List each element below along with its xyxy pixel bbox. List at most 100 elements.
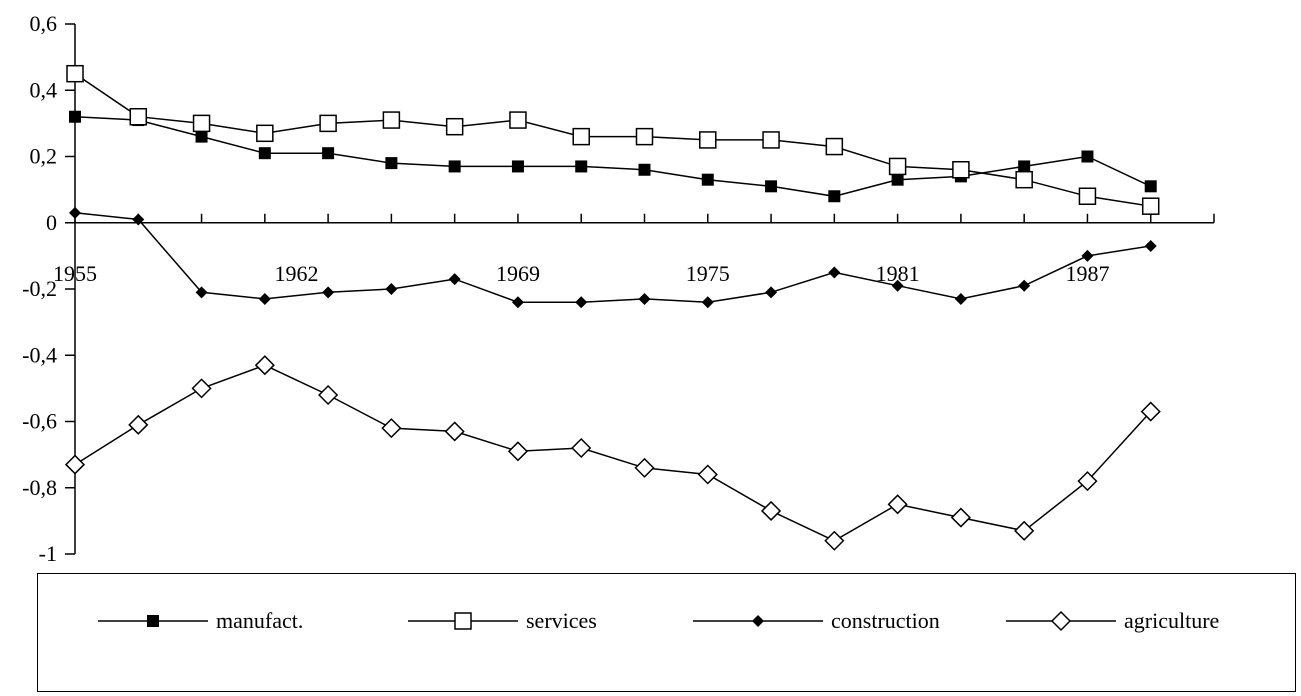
- data-point: [638, 292, 651, 305]
- data-point: [824, 530, 845, 551]
- data-point: [66, 64, 84, 83]
- data-point: [195, 130, 208, 143]
- data-point: [765, 286, 778, 299]
- data-point: [192, 114, 211, 133]
- data-point: [509, 111, 527, 129]
- data-point: [1018, 279, 1031, 292]
- data-point: [701, 173, 714, 186]
- data-point: [635, 127, 654, 146]
- data-point: [507, 441, 529, 462]
- y-tick-label: 0: [46, 210, 57, 235]
- series-services: [66, 64, 1160, 215]
- data-point: [638, 163, 651, 176]
- series-line: [74, 212, 1151, 303]
- data-point: [575, 160, 588, 173]
- y-tick-label: -0,4: [22, 342, 57, 367]
- data-point: [765, 180, 778, 193]
- legend-item-manufact: manufact.: [98, 608, 303, 634]
- y-tick-label: -0,8: [22, 475, 57, 500]
- data-point: [760, 500, 782, 521]
- legend: manufact. services construction agricult…: [37, 573, 1296, 692]
- data-point: [954, 292, 967, 305]
- data-point: [69, 206, 81, 219]
- data-point: [444, 421, 465, 442]
- legend-item-agriculture: agriculture: [1006, 608, 1219, 634]
- data-point: [1015, 170, 1033, 189]
- series-line: [74, 115, 1152, 198]
- data-point: [1077, 471, 1098, 492]
- data-point: [701, 296, 714, 309]
- data-point: [888, 157, 907, 176]
- series-manufact: [69, 110, 1157, 203]
- data-point: [697, 464, 718, 485]
- data-point: [828, 190, 841, 203]
- data-point: [511, 296, 524, 309]
- data-point: [195, 286, 208, 299]
- data-point: [319, 114, 337, 133]
- y-tick-label: -1: [39, 541, 57, 566]
- x-tick-label: 1955: [53, 261, 97, 286]
- data-point: [1018, 160, 1031, 173]
- data-point: [887, 494, 908, 515]
- data-point: [1014, 520, 1035, 541]
- series-construction: [69, 206, 1157, 309]
- x-axis: 1955 1962 1969 1975 1981 1987: [53, 213, 1215, 286]
- data-point: [445, 117, 464, 136]
- data-point: [1078, 187, 1097, 205]
- data-point: [891, 173, 904, 186]
- legend-item-construction: construction: [693, 608, 940, 634]
- data-point: [381, 418, 402, 439]
- data-point: [572, 127, 590, 146]
- data-point: [1144, 180, 1157, 193]
- x-tick-label: 1962: [274, 261, 318, 286]
- data-point: [634, 457, 655, 478]
- data-point: [571, 437, 592, 459]
- data-point: [828, 266, 841, 279]
- x-tick-label: 1987: [1065, 261, 1109, 286]
- data-point: [258, 292, 271, 305]
- data-point: [891, 279, 904, 292]
- data-point: [128, 414, 149, 435]
- data-point: [254, 355, 275, 376]
- data-point: [385, 157, 398, 170]
- series-line: [74, 73, 1151, 207]
- data-point: [448, 273, 461, 286]
- data-point: [382, 111, 401, 129]
- data-point: [385, 283, 398, 295]
- data-point: [699, 131, 717, 149]
- data-point: [258, 147, 271, 160]
- y-tick-label: 0,4: [30, 77, 58, 102]
- data-point: [256, 124, 274, 143]
- y-tick-label: -0,2: [22, 276, 57, 301]
- data-point: [1141, 197, 1160, 215]
- legend-item-services: services: [408, 608, 597, 634]
- data-point: [1081, 249, 1094, 262]
- data-point: [191, 378, 212, 399]
- data-point: [952, 161, 970, 179]
- data-point: [129, 108, 148, 126]
- y-tick-label: 0,6: [30, 11, 58, 36]
- data-point: [825, 137, 844, 156]
- data-point: [322, 286, 335, 299]
- legend-swatch-manufact: [98, 615, 208, 627]
- legend-swatch-construction: [693, 615, 823, 627]
- series-line: [74, 364, 1152, 542]
- data-point: [322, 147, 335, 160]
- legend-swatch-services: [408, 612, 518, 630]
- data-point: [1144, 239, 1157, 252]
- data-point: [69, 110, 81, 123]
- data-point: [132, 213, 145, 226]
- x-tick-label: 1969: [496, 261, 540, 286]
- series-layer: [64, 64, 1161, 551]
- data-point: [511, 160, 524, 173]
- legend-label-services: services: [526, 608, 597, 633]
- y-axis: 0,6 0,4 0,2 0 -0,2 -0,4 -0,6 -0,8 -1: [22, 11, 76, 566]
- data-point: [1081, 150, 1094, 163]
- legend-label-construction: construction: [831, 608, 940, 633]
- y-tick-label: 0,2: [30, 144, 58, 169]
- data-point: [448, 160, 461, 173]
- data-point: [318, 384, 339, 406]
- data-point: [64, 454, 86, 475]
- data-point: [950, 507, 971, 528]
